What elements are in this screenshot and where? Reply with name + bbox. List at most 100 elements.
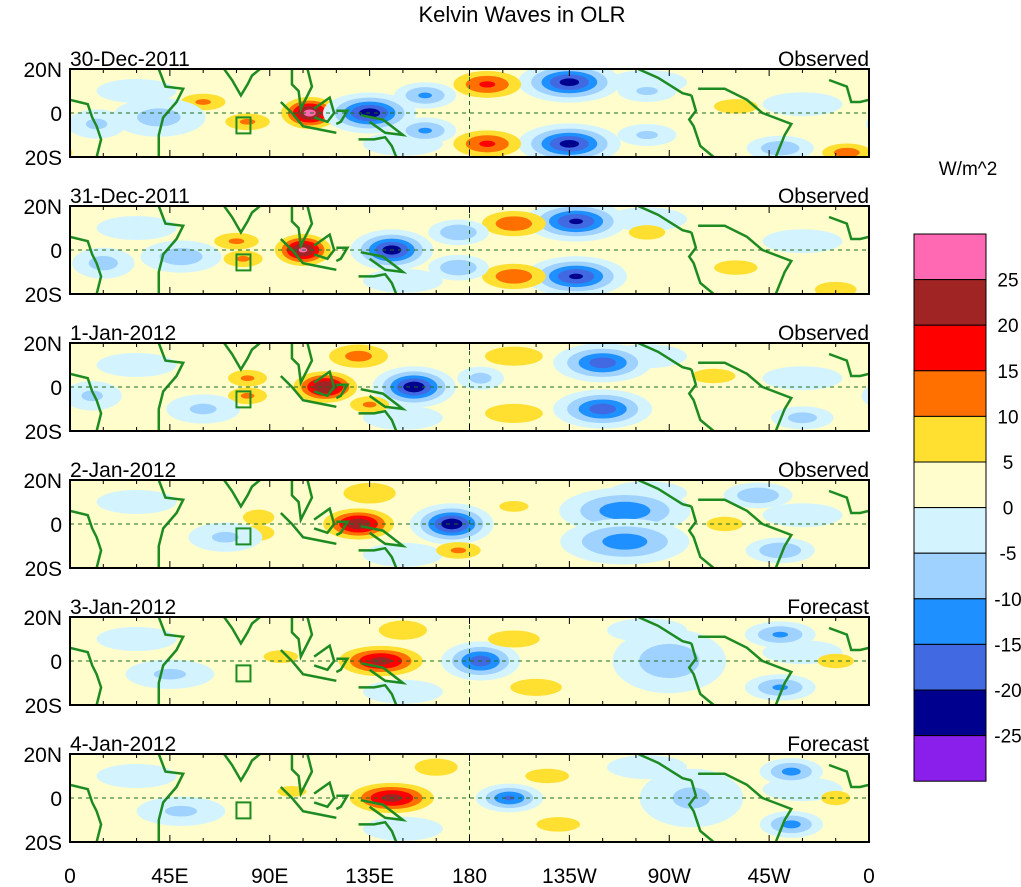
y-tick-label: 0 <box>50 103 62 126</box>
coastline <box>157 206 186 294</box>
y-tick-label: 20S <box>25 147 62 170</box>
anomaly-contour <box>0 768 2 776</box>
y-tick-label: 20N <box>23 470 62 493</box>
panel-kind: Forecast <box>787 596 869 619</box>
colorbar-swatch <box>913 370 987 417</box>
anomaly-contour <box>762 229 843 254</box>
anomaly-contour <box>817 653 854 669</box>
panel-4: 20N 0 20S 2-Jan-2012 Observed <box>0 459 1021 581</box>
x-tick-label: 135E <box>345 865 394 887</box>
anomaly-contour <box>488 630 540 648</box>
coastline <box>687 369 715 431</box>
anomaly-contour <box>195 99 211 105</box>
anomaly-contour <box>0 820 2 828</box>
coastline <box>637 617 692 645</box>
anomaly-contour <box>880 390 901 401</box>
anomaly-contour <box>81 390 103 402</box>
coastline <box>222 480 262 509</box>
coastline <box>70 646 103 705</box>
anomaly-contour <box>706 516 743 532</box>
anomaly-contour <box>980 94 1021 111</box>
coastline <box>358 409 398 431</box>
anomaly-contour <box>303 109 316 117</box>
anomaly-contour <box>0 543 2 559</box>
region-box <box>235 664 252 683</box>
anomaly-contour <box>440 224 477 241</box>
anomaly-contour <box>636 87 658 95</box>
anomaly-contour <box>911 98 1004 137</box>
panel-5: 20N 0 20S 3-Jan-2012 Forecast <box>23 596 870 718</box>
coastline <box>360 387 408 411</box>
region-box <box>235 527 252 546</box>
anomaly-contour <box>485 346 543 366</box>
anomaly-contour <box>814 281 857 294</box>
anomaly-contour <box>485 403 543 423</box>
coastline <box>290 754 314 798</box>
coastline <box>828 78 869 104</box>
coastline <box>360 113 408 137</box>
colorbar-label: -25 <box>994 727 1021 748</box>
x-tick-label: 90E <box>251 865 288 887</box>
y-tick-label: 20N <box>23 333 62 356</box>
y-tick-label: 0 <box>50 377 62 400</box>
x-tick-label: 90W <box>648 865 691 887</box>
coastline <box>637 754 692 782</box>
anomaly-contour <box>781 820 801 829</box>
anomaly-contour <box>762 503 843 528</box>
coastline <box>222 617 262 646</box>
anomaly-contour <box>1011 532 1021 543</box>
anomaly-contour <box>0 412 18 423</box>
coastline <box>279 238 337 272</box>
panel-date: 4-Jan-2012 <box>70 733 176 756</box>
colorbar-label: -10 <box>994 590 1021 611</box>
anomaly-contour <box>0 763 13 780</box>
anomaly-contour <box>833 147 860 157</box>
anomaly-contour <box>866 117 869 131</box>
x-tick-label: 45W <box>748 865 791 887</box>
anomaly-contour <box>589 357 617 369</box>
anomaly-contour <box>639 643 700 679</box>
coastline <box>70 235 103 294</box>
colorbar-swatch <box>913 735 987 782</box>
anomaly-contour <box>762 366 843 391</box>
anomaly-contour <box>781 767 801 776</box>
anomaly-contour <box>495 216 533 231</box>
anomaly-contour <box>96 627 177 651</box>
anomaly-contour <box>239 118 256 125</box>
anomaly-contour <box>495 269 533 284</box>
colorbar-swatch <box>913 552 987 600</box>
panel-1: 20N 0 20S 30-Dec-2011 Observed <box>23 48 1021 170</box>
panel-kind: Observed <box>778 48 869 71</box>
anomaly-contour <box>96 764 177 788</box>
anomaly-contour <box>672 787 711 809</box>
region-box <box>235 116 252 135</box>
anomaly-contour <box>888 256 917 270</box>
coastline <box>828 626 869 652</box>
x-axis: 0 45E 90E 135E 180 135W 90W 45W 0 <box>64 865 875 887</box>
anomaly-contour <box>964 806 996 817</box>
coastline <box>335 383 350 400</box>
coastline <box>358 272 398 294</box>
y-tick-label: 20S <box>25 558 62 581</box>
y-tick-label: 20N <box>23 744 62 767</box>
coastline <box>157 343 186 431</box>
anomaly-contour <box>602 533 648 550</box>
colorbar: 25 20 15 10 5 0 -5 -10 -15 -20 -25 <box>913 233 1021 782</box>
coastline <box>70 372 103 431</box>
coastline <box>279 649 337 683</box>
chart-title: Kelvin Waves in OLR <box>418 2 625 27</box>
anomaly-contour <box>189 403 217 415</box>
coastline <box>637 206 692 234</box>
coastline <box>335 794 350 811</box>
y-tick-label: 0 <box>50 240 62 263</box>
panel-date: 3-Jan-2012 <box>70 596 176 619</box>
anomaly-contour <box>96 79 177 103</box>
coastline <box>828 763 869 789</box>
anomaly-contour <box>499 500 529 512</box>
anomaly-contour <box>0 538 16 564</box>
anomaly-contour <box>762 92 843 117</box>
anomaly-contour <box>569 218 583 225</box>
coastline <box>279 786 337 820</box>
x-tick-label: 135W <box>542 865 597 887</box>
coastline <box>70 783 103 842</box>
